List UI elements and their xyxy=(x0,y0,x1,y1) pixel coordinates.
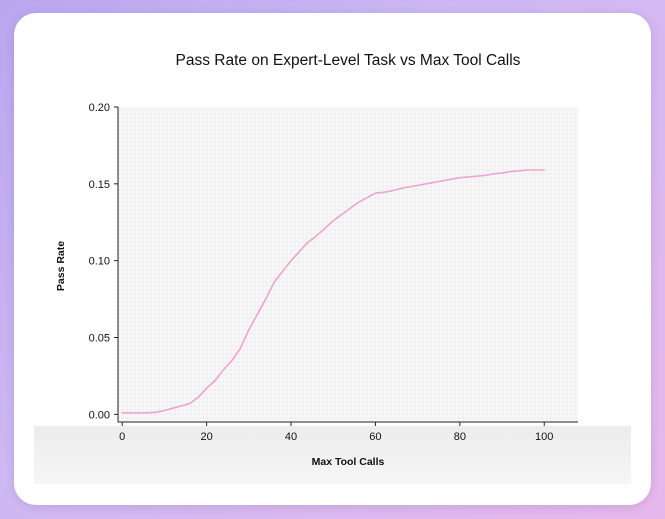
x-axis-label: Max Tool Calls xyxy=(312,456,385,468)
y-tick-label: 0.15 xyxy=(89,179,110,191)
x-axis-ticks: 0 20 40 60 80 100 xyxy=(119,422,553,443)
x-tick-label: 80 xyxy=(454,431,466,443)
x-tick-label: 20 xyxy=(200,431,212,443)
y-tick-label: 0.20 xyxy=(89,102,110,114)
y-axis-ticks: 0.00 0.05 0.10 0.15 0.20 xyxy=(89,102,118,421)
y-axis-label: Pass Rate xyxy=(55,241,67,291)
y-tick-label: 0.05 xyxy=(89,332,110,344)
x-tick-label: 60 xyxy=(369,431,381,443)
x-tick-label: 40 xyxy=(285,431,297,443)
x-tick-label: 100 xyxy=(535,431,553,443)
x-tick-label: 0 xyxy=(119,431,125,443)
y-tick-label: 0.00 xyxy=(89,409,110,421)
x-axis-band xyxy=(34,426,631,484)
chart-title: Pass Rate on Expert-Level Task vs Max To… xyxy=(176,52,521,69)
line-chart: Pass Rate on Expert-Level Task vs Max To… xyxy=(55,52,578,468)
chart-card: Pass Rate on Expert-Level Task vs Max To… xyxy=(14,13,651,505)
plot-area xyxy=(118,107,578,422)
y-tick-label: 0.10 xyxy=(89,256,110,268)
series-line xyxy=(121,169,546,414)
